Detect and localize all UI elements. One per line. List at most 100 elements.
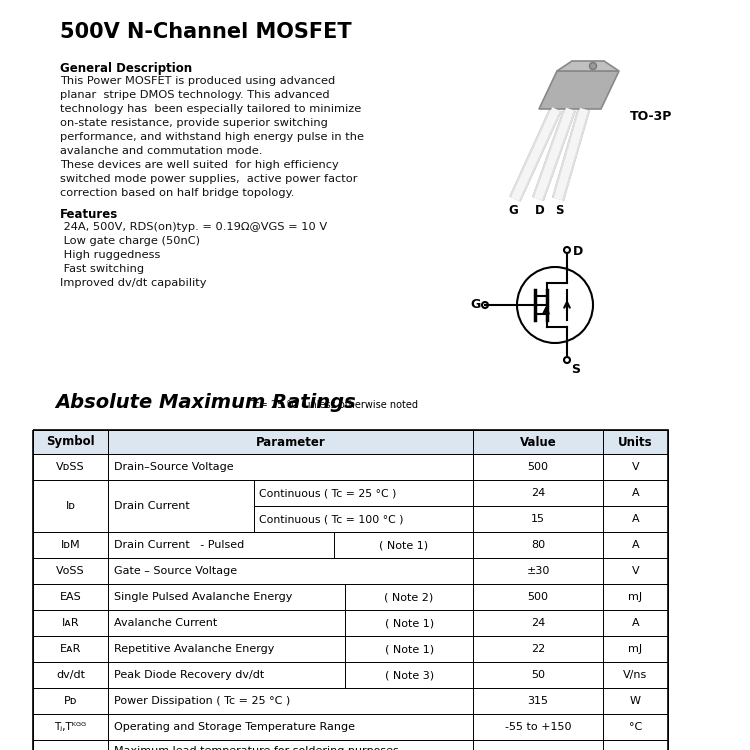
- Bar: [33, 532, 108, 558]
- Text: 500: 500: [527, 462, 548, 472]
- Text: S: S: [571, 363, 580, 376]
- Text: S: S: [555, 204, 563, 217]
- Bar: [108, 558, 473, 584]
- Bar: [254, 480, 473, 506]
- Text: Repetitive Avalanche Energy: Repetitive Avalanche Energy: [114, 644, 274, 654]
- Text: General Description: General Description: [60, 62, 192, 75]
- Bar: [33, 714, 108, 740]
- Bar: [473, 584, 603, 610]
- Bar: [473, 558, 603, 584]
- Text: Iᴅ: Iᴅ: [65, 501, 76, 511]
- Text: ( Note 2): ( Note 2): [385, 592, 433, 602]
- Text: 24A, 500V, RDS(on)typ. = 0.19Ω@VGS = 10 V: 24A, 500V, RDS(on)typ. = 0.19Ω@VGS = 10 …: [60, 222, 327, 232]
- Polygon shape: [557, 61, 619, 71]
- Text: 500: 500: [527, 592, 548, 602]
- Bar: [33, 610, 108, 636]
- Text: G: G: [508, 204, 518, 217]
- Bar: [473, 430, 603, 454]
- Text: These devices are well suited  for high efficiency: These devices are well suited for high e…: [60, 160, 339, 170]
- Bar: [473, 688, 603, 714]
- Bar: [473, 480, 603, 506]
- Bar: [33, 558, 108, 584]
- Bar: [33, 688, 108, 714]
- Text: 24: 24: [531, 618, 545, 628]
- Text: Peak Diode Recovery dv/dt: Peak Diode Recovery dv/dt: [114, 670, 264, 680]
- Text: Improved dv/dt capability: Improved dv/dt capability: [60, 278, 206, 288]
- Text: V: V: [632, 566, 639, 576]
- Text: This Power MOSFET is produced using advanced: This Power MOSFET is produced using adva…: [60, 76, 335, 86]
- Text: planar  stripe DMOS technology. This advanced: planar stripe DMOS technology. This adva…: [60, 90, 330, 100]
- Bar: [603, 506, 668, 532]
- Bar: [603, 740, 668, 750]
- Text: ±30: ±30: [526, 566, 550, 576]
- Bar: [603, 584, 668, 610]
- Bar: [603, 610, 668, 636]
- Text: Features: Features: [60, 208, 118, 221]
- Text: A: A: [632, 540, 639, 550]
- Text: 24: 24: [531, 488, 545, 498]
- Bar: [473, 636, 603, 662]
- Bar: [108, 480, 254, 532]
- Text: Low gate charge (50nC): Low gate charge (50nC): [60, 236, 200, 246]
- Bar: [345, 610, 473, 636]
- Text: 22: 22: [531, 644, 545, 654]
- Circle shape: [590, 62, 596, 70]
- Bar: [33, 636, 108, 662]
- Bar: [33, 430, 108, 454]
- Text: dv/dt: dv/dt: [56, 670, 85, 680]
- Text: IᴅM: IᴅM: [61, 540, 80, 550]
- Polygon shape: [539, 71, 619, 109]
- Text: High ruggedness: High ruggedness: [60, 250, 160, 260]
- Text: Units: Units: [618, 436, 652, 448]
- Bar: [33, 430, 668, 750]
- Text: ( Note 1): ( Note 1): [379, 540, 428, 550]
- Text: Single Pulsed Avalanche Energy: Single Pulsed Avalanche Energy: [114, 592, 292, 602]
- Bar: [603, 662, 668, 688]
- Bar: [603, 558, 668, 584]
- Bar: [108, 740, 473, 750]
- Bar: [345, 636, 473, 662]
- Text: Fast switching: Fast switching: [60, 264, 144, 274]
- Text: TO-3P: TO-3P: [630, 110, 672, 123]
- Bar: [108, 584, 345, 610]
- Bar: [108, 714, 473, 740]
- Text: mJ: mJ: [628, 644, 643, 654]
- Bar: [33, 740, 108, 750]
- Bar: [603, 454, 668, 480]
- Text: 50: 50: [531, 670, 545, 680]
- Text: A: A: [632, 618, 639, 628]
- Bar: [603, 480, 668, 506]
- Text: Parameter: Parameter: [256, 436, 326, 448]
- Text: Tⱼ,Tᴷᴳᴳ: Tⱼ,Tᴷᴳᴳ: [55, 722, 86, 732]
- Text: Maximum lead temperature for soldering purposes: Maximum lead temperature for soldering p…: [114, 746, 399, 750]
- Text: V: V: [632, 462, 639, 472]
- Text: mJ: mJ: [628, 592, 643, 602]
- Bar: [603, 636, 668, 662]
- Bar: [33, 662, 108, 688]
- Text: Gate – Source Voltage: Gate – Source Voltage: [114, 566, 237, 576]
- Bar: [603, 430, 668, 454]
- Text: Pᴅ: Pᴅ: [64, 696, 77, 706]
- Text: switched mode power supplies,  active power factor: switched mode power supplies, active pow…: [60, 174, 358, 184]
- Bar: [473, 506, 603, 532]
- Text: -55 to +150: -55 to +150: [505, 722, 572, 732]
- Text: Drain–Source Voltage: Drain–Source Voltage: [114, 462, 234, 472]
- Bar: [603, 532, 668, 558]
- Text: correction based on half bridge topology.: correction based on half bridge topology…: [60, 188, 294, 198]
- Bar: [473, 714, 603, 740]
- Text: Value: Value: [520, 436, 556, 448]
- Text: ( Note 1): ( Note 1): [385, 618, 433, 628]
- Bar: [473, 454, 603, 480]
- Text: on-state resistance, provide superior switching: on-state resistance, provide superior sw…: [60, 118, 328, 128]
- Bar: [603, 714, 668, 740]
- Text: 80: 80: [531, 540, 545, 550]
- Text: G: G: [470, 298, 480, 311]
- Text: Power Dissipation ( Tc = 25 °C ): Power Dissipation ( Tc = 25 °C ): [114, 696, 290, 706]
- Text: A: A: [632, 514, 639, 524]
- Bar: [108, 636, 345, 662]
- Text: Symbol: Symbol: [46, 436, 94, 448]
- Text: performance, and withstand high energy pulse in the: performance, and withstand high energy p…: [60, 132, 364, 142]
- Bar: [473, 532, 603, 558]
- Text: Tc= 25 °C  unless otherwise noted: Tc= 25 °C unless otherwise noted: [250, 400, 418, 410]
- Bar: [108, 662, 345, 688]
